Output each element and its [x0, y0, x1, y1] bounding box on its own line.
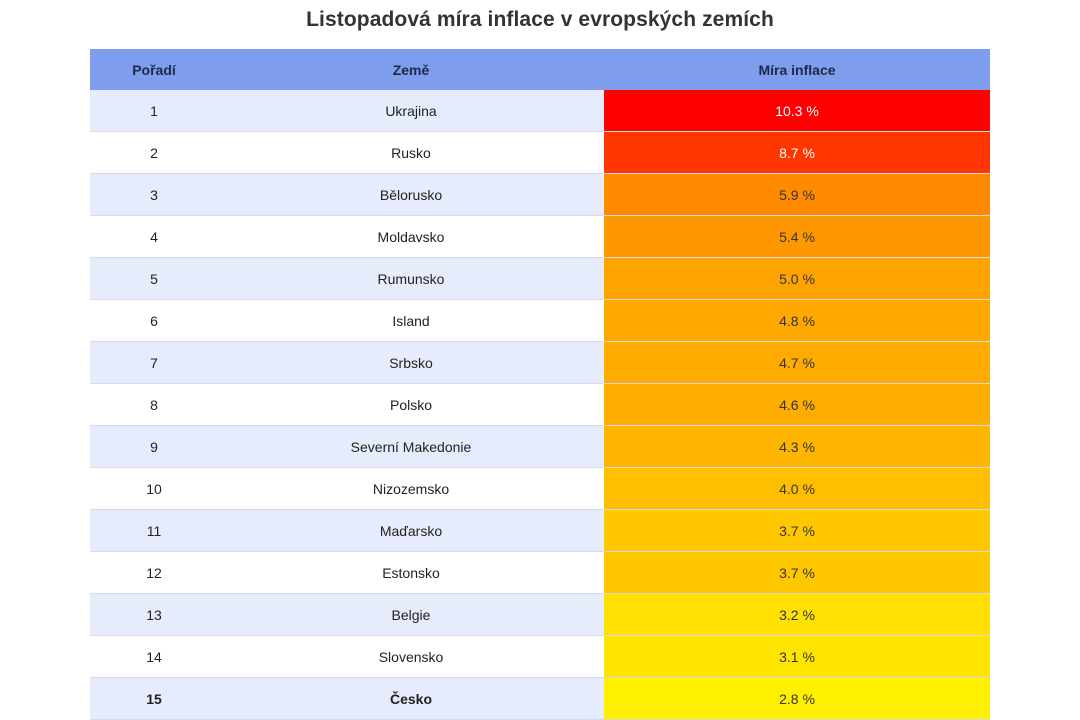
table-row: 13 Belgie 3.2 % [90, 593, 990, 635]
rank-cell: 13 [146, 606, 162, 623]
table-row: 2 Rusko 8.7 % [90, 131, 990, 173]
rank-cell: 1 [150, 102, 158, 119]
table-body: 1 Ukrajina 10.3 % 2 Rusko 8.7 % 3 Bělorusko 5.9 … [90, 90, 990, 719]
country-cell: Maďarsko [379, 522, 443, 539]
table-row: 14 Slovensko 3.1 % [90, 635, 990, 677]
rank-cell: 3 [150, 186, 158, 203]
table-row: 7 Srbsko 4.7 % [90, 341, 990, 383]
table-row: 1 Ukrajina 10.3 % [90, 90, 990, 131]
rank-cell: 9 [150, 438, 158, 455]
inflation-rate-cell: 5.0 % [604, 258, 990, 299]
rank-cell: 14 [146, 648, 162, 665]
inflation-rate-cell: 4.8 % [604, 300, 990, 341]
country-cell: Srbsko [389, 354, 433, 371]
country-cell: Rusko [391, 144, 431, 161]
inflation-rate-cell: 3.2 % [604, 594, 990, 635]
country-cell: Estonsko [382, 564, 440, 581]
rank-cell: 8 [150, 396, 158, 413]
inflation-rate-cell: 5.4 % [604, 216, 990, 257]
header-country: Země [392, 61, 430, 78]
rank-cell: 11 [146, 522, 162, 539]
table-row: 5 Rumunsko 5.0 % [90, 257, 990, 299]
country-cell: Island [392, 312, 430, 329]
country-cell: Rumunsko [377, 270, 445, 287]
country-cell: Nizozemsko [372, 480, 450, 497]
country-cell: Moldavsko [377, 228, 445, 245]
chart-title: Listopadová míra inflace v evropských ze… [306, 8, 774, 31]
table-header: Pořadí Země Míra inflace [90, 49, 990, 90]
country-cell: Česko [389, 690, 433, 707]
table-row: 12 Estonsko 3.7 % [90, 551, 990, 593]
country-cell: Belgie [391, 606, 431, 623]
inflation-table: Pořadí Země Míra inflace 1 Ukrajina 10.3 %… [90, 49, 990, 720]
table-row: 3 Bělorusko 5.9 % [90, 173, 990, 215]
table-row: 6 Island 4.8 % [90, 299, 990, 341]
table-row: 11 Maďarsko 3.7 % [90, 509, 990, 551]
inflation-rate-cell: 4.0 % [604, 468, 990, 509]
country-cell: Polsko [389, 396, 433, 413]
inflation-rate-cell: 10.3 % [604, 90, 990, 131]
rank-cell: 5 [150, 270, 158, 287]
rank-cell: 15 [146, 690, 162, 707]
table-row: 10 Nizozemsko 4.0 % [90, 467, 990, 509]
country-cell: Ukrajina [385, 102, 437, 119]
table-row: 15 Česko 2.8 % [90, 677, 990, 719]
rank-cell: 10 [146, 480, 162, 497]
rank-cell: 4 [150, 228, 158, 245]
country-cell: Severní Makedonie [350, 438, 472, 455]
rank-cell: 12 [146, 564, 162, 581]
inflation-rate-cell: 3.7 % [604, 510, 990, 551]
rank-cell: 6 [150, 312, 158, 329]
table-row: 4 Moldavsko 5.4 % [90, 215, 990, 257]
header-rate: Míra inflace [758, 61, 836, 78]
country-cell: Bělorusko [379, 186, 443, 203]
table-row: 9 Severní Makedonie 4.3 % [90, 425, 990, 467]
table-row: 8 Polsko 4.6 % [90, 383, 990, 425]
inflation-rate-cell: 8.7 % [604, 132, 990, 173]
inflation-rate-cell: 4.3 % [604, 426, 990, 467]
inflation-rate-cell: 2.8 % [604, 678, 990, 719]
rank-cell: 7 [150, 354, 158, 371]
inflation-rate-cell: 3.1 % [604, 636, 990, 677]
rank-cell: 2 [150, 144, 158, 161]
inflation-rate-cell: 4.7 % [604, 342, 990, 383]
inflation-rate-cell: 4.6 % [604, 384, 990, 425]
inflation-rate-cell: 3.7 % [604, 552, 990, 593]
inflation-rate-cell: 5.9 % [604, 174, 990, 215]
country-cell: Slovensko [378, 648, 444, 665]
header-rank: Pořadí [132, 61, 176, 78]
